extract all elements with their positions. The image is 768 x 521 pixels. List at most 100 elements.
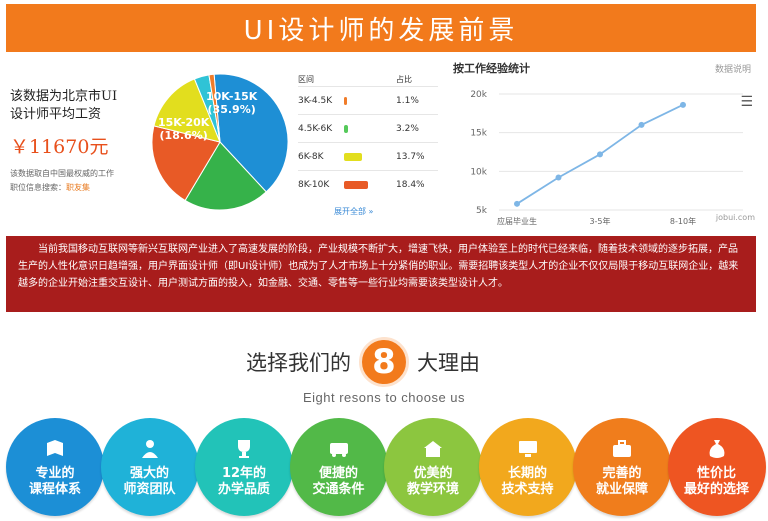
row-range: 3K-4.5K: [298, 95, 333, 106]
x-tick-label: 8-10年: [670, 216, 696, 226]
teacher-icon: [139, 438, 161, 460]
row-bar: [344, 96, 347, 105]
y-tick-label: 10k: [470, 167, 487, 177]
line-chart-title: 按工作经验统计: [453, 62, 530, 75]
banner-title: UI设计师的发展前景: [243, 15, 519, 46]
pie-slice-8K-10K: [151, 125, 221, 202]
pie-slice-3K-4.5K: [208, 73, 221, 143]
hamburger-menu-icon[interactable]: ☰: [740, 94, 753, 110]
data-point: [638, 121, 645, 128]
reason-item[interactable]: 强大的 师资团队: [100, 418, 199, 516]
reason-line2: 就业保障: [595, 482, 648, 497]
header-banner: UI设计师的发展前景: [6, 4, 756, 52]
row-range: 8K-10K: [298, 179, 330, 190]
table-row: 3K-4.5K 1.1%: [298, 86, 438, 114]
salary-summary: 该数据为北京市UI 设计师平均工资 ￥11670元 该数据取自中国最权威的工作 …: [10, 88, 140, 195]
row-bar: [344, 152, 362, 161]
row-bar: [344, 124, 349, 133]
reason-line2: 办学品质: [217, 482, 270, 497]
reasons-list: 专业的 课程体系 强大的 师资团队 12年的 办学品质 便捷的 交通条件 优美的 教学环境 长期的技…: [2, 418, 766, 521]
x-tick-label: 3-5年: [589, 216, 610, 226]
data-point: [597, 151, 603, 158]
table-rows: 3K-4.5K 1.1% 4.5K-6K 3.2% 6K-8K 13.7% 8K-10K 18…: [298, 86, 438, 198]
salary-note-line1: 该数据取自中国最权威的工作: [10, 169, 114, 178]
reason-line1: 性价比: [696, 466, 736, 481]
reason-line1: 12年的: [221, 466, 267, 481]
data-explain-link[interactable]: 数据说明: [714, 65, 751, 75]
line-svg: 5k 10k 15k 20k 应届毕业生 3-5年 8-10年: [470, 90, 743, 226]
salary-pie-chart: 10K-15K (35.9%) 15K-20K (18.6%): [150, 72, 290, 212]
reason-item[interactable]: 12年的 办学品质: [195, 418, 293, 516]
reason-line2: 课程体系: [28, 482, 81, 497]
table-row: 6K-8K 13.7%: [298, 142, 438, 170]
reason-item[interactable]: 性价比 最好的选择: [667, 418, 766, 516]
reason-line2: 技术支持: [501, 482, 554, 497]
school-icon: [422, 438, 444, 460]
description-panel: 当前我国移动互联网等新兴互联网产业进入了高速发展的阶段，产业规模不断扩大，增速飞…: [6, 236, 756, 312]
experience-line-chart: 按工作经验统计 数据说明 ☰ 5k 10k 15k 20k 应届毕业生 3-5年 8-10年…: [447, 58, 759, 228]
reason-line1: 优美的: [413, 466, 453, 481]
briefcase-icon: [611, 438, 633, 460]
row-range: 4.5K-6K: [298, 123, 333, 134]
data-point: [514, 200, 520, 207]
reason-item[interactable]: 完善的 就业保障: [573, 418, 671, 516]
monitor-icon: [517, 438, 539, 460]
pie-svg: [151, 73, 289, 211]
reason-line1: 便捷的: [318, 466, 358, 481]
reasons-prefix: 选择我们的: [246, 351, 351, 375]
row-pct: 1.1%: [396, 95, 419, 106]
header-range: 区间: [298, 74, 314, 84]
pie-label-10k-15k-pct: (35.9%): [207, 103, 256, 116]
pie-slice-15K-20K: [184, 141, 267, 211]
row-range: 6K-8K: [298, 151, 324, 162]
salary-desc-line1: 该数据为北京市UI: [10, 89, 118, 104]
row-pct: 3.2%: [396, 123, 419, 134]
pie-label-15k-20k-range: 15K-20K: [158, 116, 210, 129]
table-header: 区间 占比: [298, 72, 438, 86]
row-pct: 13.7%: [396, 151, 425, 162]
reason-line2: 教学环境: [406, 482, 459, 497]
reason-line1: 完善的: [602, 466, 642, 481]
row-pct: 18.4%: [396, 179, 425, 190]
reason-item[interactable]: 优美的 教学环境: [384, 418, 482, 516]
salary-amount: ￥11670元: [10, 136, 109, 158]
reason-item[interactable]: 专业的 课程体系: [6, 418, 104, 516]
money-bag-icon: [706, 438, 728, 460]
reason-item[interactable]: 便捷的 交通条件: [289, 418, 388, 516]
reasons-suffix: 大理由: [417, 351, 480, 375]
reason-line1: 长期的: [507, 466, 547, 481]
salary-desc-line2: 设计师平均工资: [10, 107, 102, 122]
salary-note-prefix: 职位信息搜索：: [10, 183, 66, 192]
reason-item[interactable]: 长期的 技术支持: [478, 418, 577, 516]
jobui-link[interactable]: 职友集: [66, 183, 90, 192]
reasons-subtitle: Eight resons to choose us: [302, 390, 466, 405]
reasons-number-badge: 8: [359, 337, 409, 387]
reason-line1: 强大的: [129, 466, 169, 481]
reason-line2: 最好的选择: [683, 482, 749, 497]
pie-label-15k-20k: 15K-20K (18.6%): [158, 116, 209, 142]
salary-note: 该数据取自中国最权威的工作 职位信息搜索：职友集: [10, 167, 140, 195]
header-pct: 占比: [396, 74, 412, 84]
expand-all-link[interactable]: 展开全部 »: [334, 207, 374, 216]
table-row: 8K-10K 18.4%: [298, 170, 438, 198]
pie-label-10k-15k-range: 10K-15K: [206, 90, 258, 103]
table-row: 4.5K-6K 3.2%: [298, 114, 438, 142]
pie-slice-6K-8K: [153, 78, 221, 143]
salary-range-table: 区间 占比 3K-4.5K 1.1% 4.5K-6K 3.2% 6K-8K 13.7% 8K…: [298, 72, 438, 217]
data-point: [680, 101, 686, 108]
bus-icon: [328, 438, 350, 460]
description-text: 当前我国移动互联网等新兴互联网产业进入了高速发展的阶段，产业规模不断扩大，增速飞…: [18, 244, 739, 289]
row-bar: [344, 180, 368, 189]
reason-line2: 师资团队: [123, 482, 176, 497]
trophy-icon: [233, 438, 255, 460]
y-tick-label: 15k: [470, 129, 487, 139]
x-tick-label: 应届毕业生: [497, 216, 537, 226]
reason-line2: 交通条件: [312, 482, 365, 497]
reason-line1: 专业的: [35, 466, 75, 481]
y-tick-label: 20k: [470, 90, 487, 100]
pie-slice-10K-15K: [213, 73, 289, 193]
y-tick-label: 5k: [476, 206, 488, 216]
book-icon: [44, 438, 66, 460]
chart-source: jobui.com: [715, 213, 755, 222]
pie-label-15k-20k-pct: (18.6%): [159, 129, 208, 142]
